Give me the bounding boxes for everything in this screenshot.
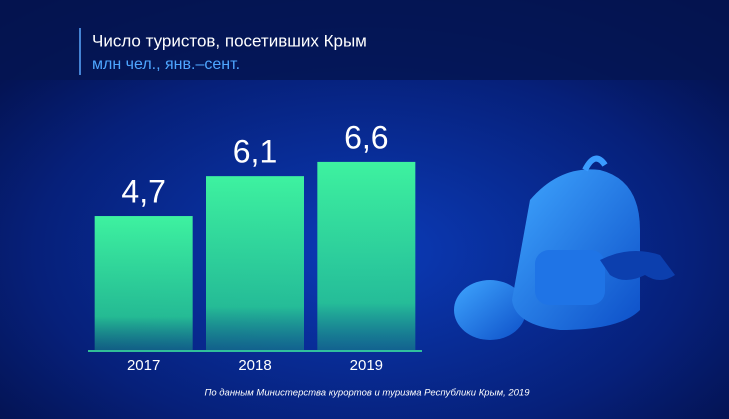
- value-label: 6,6: [344, 119, 388, 155]
- backpack-pocket: [535, 250, 605, 305]
- x-tick-label: 2018: [238, 357, 271, 374]
- bar: [317, 161, 416, 350]
- backpack-handle: [582, 155, 608, 172]
- value-label: 4,7: [121, 174, 165, 210]
- bar: [94, 216, 193, 350]
- bar: [206, 176, 304, 350]
- x-tick-label: 2017: [127, 357, 160, 374]
- backpack-illustration: [454, 155, 675, 340]
- chart-subtitle: млн чел., янв.–сент.: [92, 56, 240, 73]
- chart-title: Число туристов, посетивших Крым: [92, 31, 367, 50]
- header-band: [0, 0, 729, 80]
- sunglasses: [600, 251, 675, 280]
- value-label: 6,1: [233, 134, 277, 170]
- source-note: По данным Министерства курортов и туризм…: [204, 388, 530, 399]
- shell: [454, 280, 526, 340]
- x-tick-label: 2019: [350, 357, 383, 374]
